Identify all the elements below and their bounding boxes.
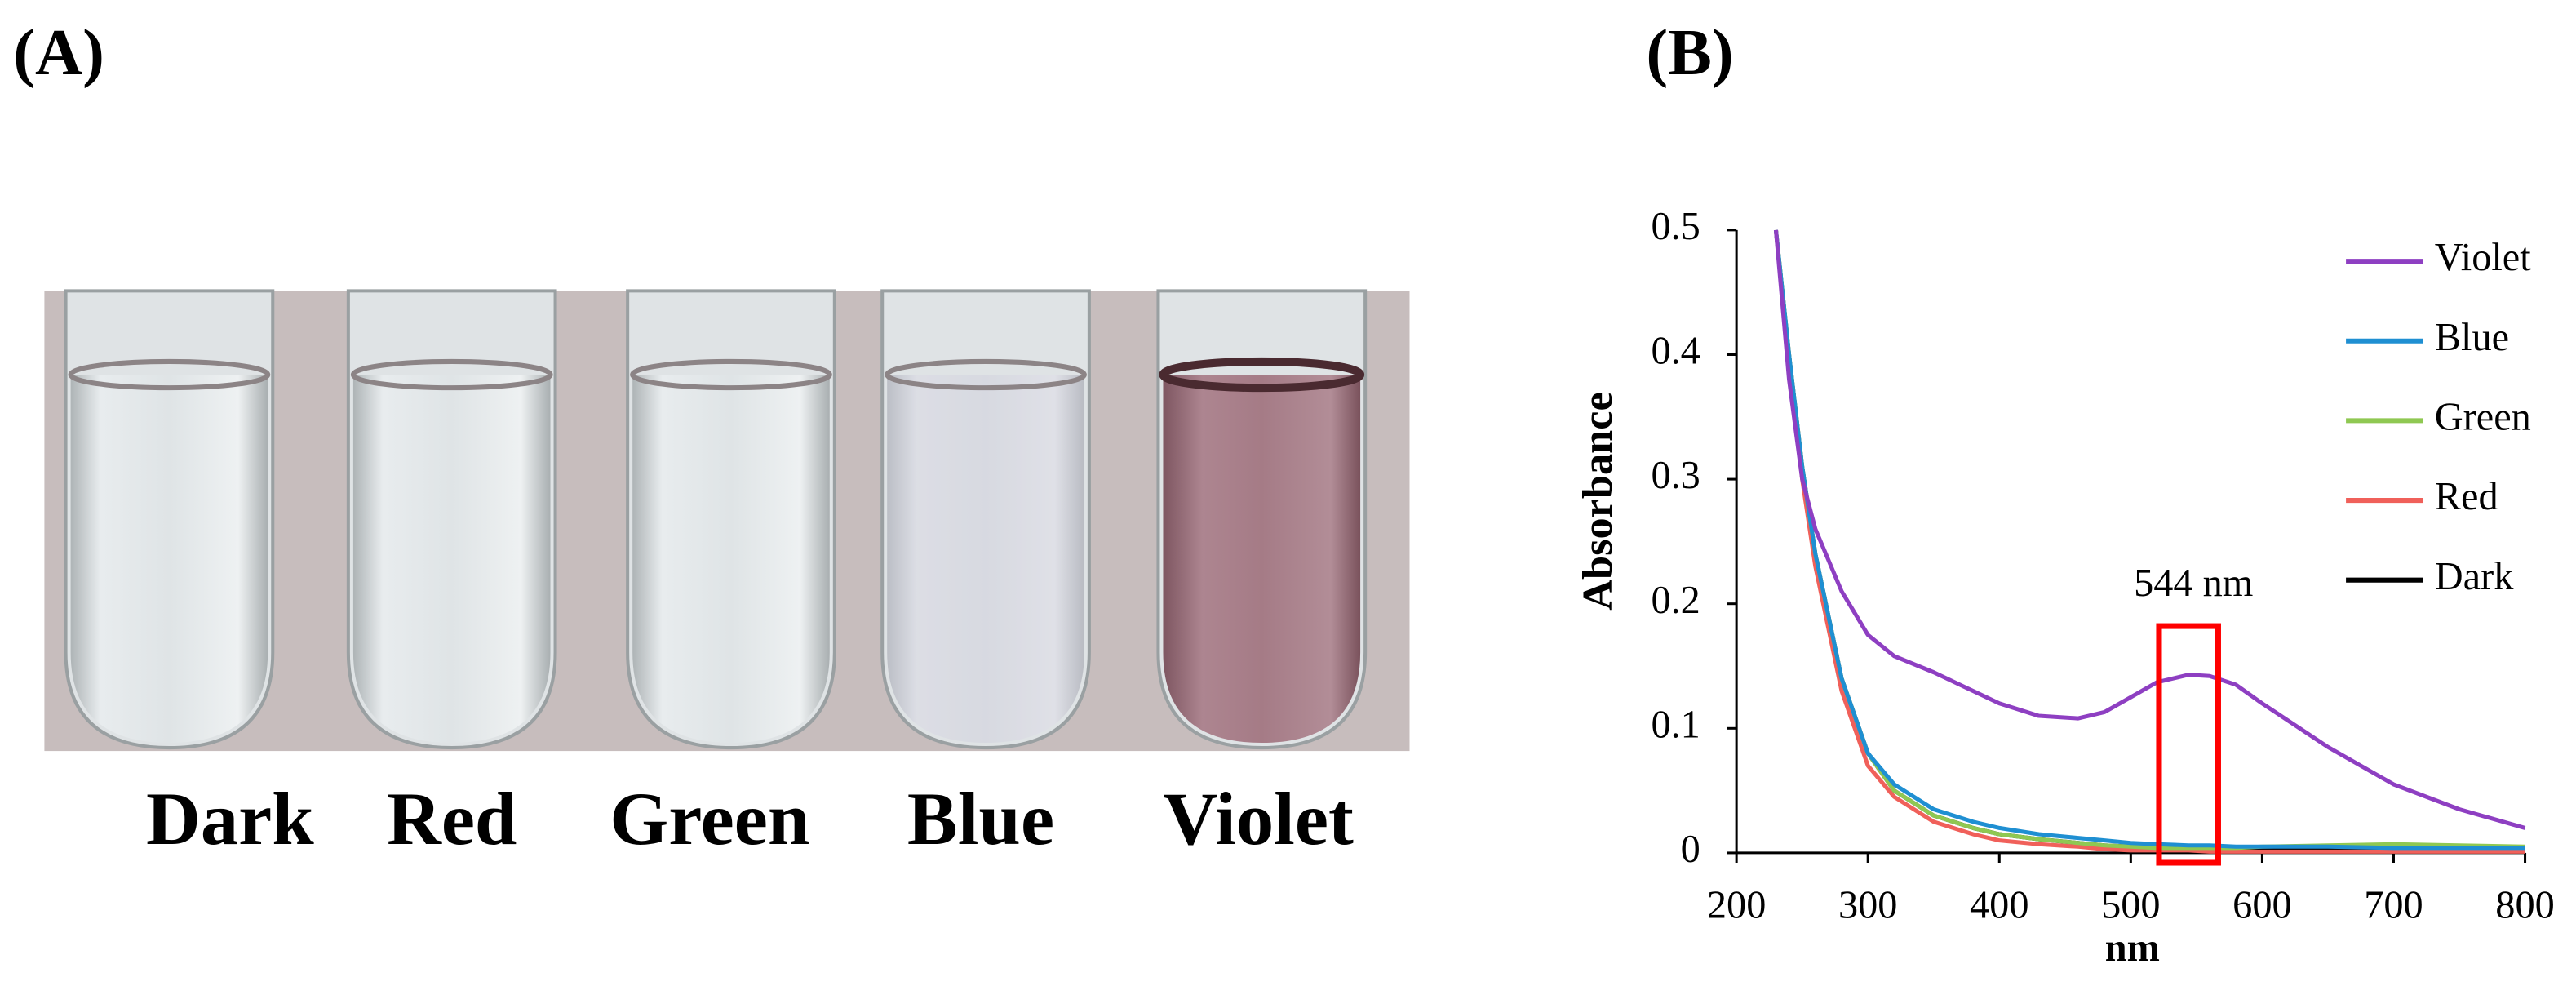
series-line <box>1773 229 2526 830</box>
tube-liquid <box>70 375 268 744</box>
tube-liquid <box>632 375 830 744</box>
y-tick-label: 0.5 <box>1651 205 1700 248</box>
series-line <box>1773 229 2525 851</box>
y-axis-label: Absorbance <box>1574 392 1621 610</box>
tube-liquid <box>1163 375 1361 744</box>
x-tick-label: 800 <box>2495 883 2554 926</box>
series-line <box>1773 229 2525 854</box>
y-tick-label: 0.3 <box>1651 454 1700 497</box>
tube-liquid <box>887 375 1084 744</box>
series-line <box>1773 229 2525 853</box>
panel-label: (B) <box>1646 16 1733 89</box>
y-tick-label: 0.2 <box>1651 579 1700 622</box>
x-tick-label: 400 <box>1970 883 2028 926</box>
photo-label: Violet <box>1164 777 1354 861</box>
meniscus <box>1159 357 1365 393</box>
legend-label: Green <box>2435 396 2531 439</box>
meniscus <box>630 358 832 391</box>
tube-tint <box>887 375 1084 744</box>
y-tick-label: 0.1 <box>1651 703 1700 746</box>
y-tick-label: 0.4 <box>1651 330 1700 373</box>
legend-label: Violet <box>2435 236 2531 279</box>
x-tick-label: 200 <box>1707 883 1766 926</box>
legend-label: Red <box>2435 475 2498 518</box>
x-tick-label: 500 <box>2101 883 2160 926</box>
panel-label: (A) <box>13 16 104 89</box>
x-tick-label: 300 <box>1838 883 1897 926</box>
x-tick-label: 700 <box>2364 883 2423 926</box>
x-axis-label: nm <box>2105 926 2160 970</box>
photo-label: Red <box>387 777 517 861</box>
meniscus <box>68 358 271 391</box>
series-line <box>1773 229 2525 851</box>
photo-label: Blue <box>907 777 1054 861</box>
photo-label: Green <box>610 777 809 861</box>
photo-label: Dark <box>146 777 314 861</box>
meniscus <box>885 358 1087 391</box>
legend-label: Blue <box>2435 316 2509 359</box>
photo <box>64 289 1368 750</box>
y-tick-label: 0 <box>1681 828 1700 871</box>
annotation-label: 544 nm <box>2134 562 2253 605</box>
legend-label: Dark <box>2435 555 2514 598</box>
x-tick-label: 600 <box>2232 883 2291 926</box>
annotation-box <box>2156 623 2221 866</box>
tube-liquid <box>352 375 551 744</box>
meniscus <box>350 358 553 391</box>
